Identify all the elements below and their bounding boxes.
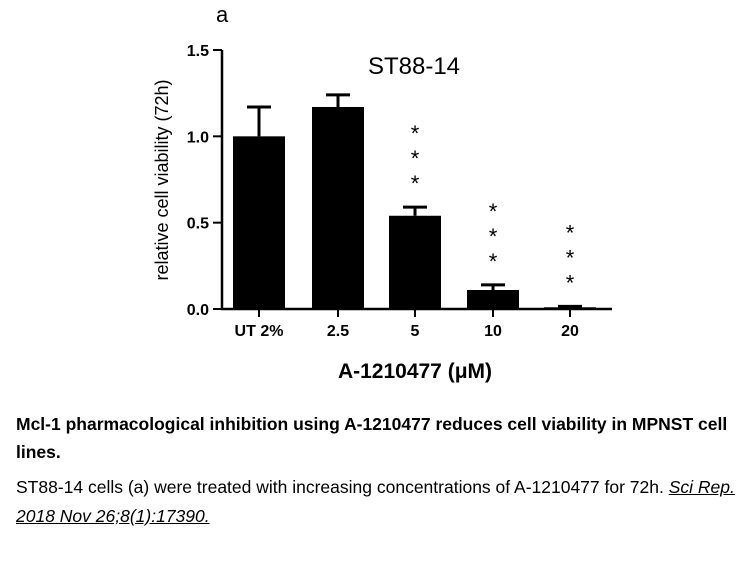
x-tick-label: 10 xyxy=(484,323,502,340)
significance-mark: * xyxy=(411,146,420,171)
significance-mark: * xyxy=(489,199,498,224)
significance-mark: * xyxy=(566,270,575,295)
citation-link[interactable]: Sci Rep. 2018 Nov 26;8(1):17390. xyxy=(16,477,735,526)
y-tick-label: 1.0 xyxy=(187,129,209,146)
x-tick-label: 5 xyxy=(411,323,420,340)
bar xyxy=(312,106,364,309)
panel-label: a xyxy=(216,2,229,27)
significance-mark: * xyxy=(489,249,498,274)
figure-caption-text: ST88-14 cells (a) were treated with incr… xyxy=(16,473,756,531)
bar xyxy=(544,307,596,309)
chart-title: ST88-14 xyxy=(368,53,460,80)
y-axis-label: relative cell viability (72h) xyxy=(152,79,172,280)
x-tick-label: UT 2% xyxy=(235,323,284,340)
x-axis-label: A-1210477 (μM) xyxy=(338,360,492,383)
significance-mark: * xyxy=(566,220,575,245)
x-tick-label: 20 xyxy=(561,323,579,340)
y-tick-label: 0.0 xyxy=(187,302,209,319)
bar xyxy=(467,290,519,309)
significance-mark: * xyxy=(489,224,498,249)
y-tick-label: 1.5 xyxy=(187,43,209,60)
bar xyxy=(389,215,441,309)
figure-caption-title: Mcl-1 pharmacological inhibition using A… xyxy=(16,414,728,462)
significance-mark: * xyxy=(411,121,420,146)
bar-chart: a ST88-14 relative cell viability (72h) … xyxy=(152,2,612,383)
y-tick-label: 0.5 xyxy=(187,216,209,233)
significance-mark: * xyxy=(566,245,575,270)
plot-area: 0.00.51.01.5UT 2% 2.5 5***10***20*** xyxy=(187,43,612,340)
bar xyxy=(233,136,285,309)
significance-mark: * xyxy=(411,171,420,196)
caption-description: ST88-14 cells (a) were treated with incr… xyxy=(16,477,669,497)
x-tick-label: 2.5 xyxy=(327,323,349,340)
